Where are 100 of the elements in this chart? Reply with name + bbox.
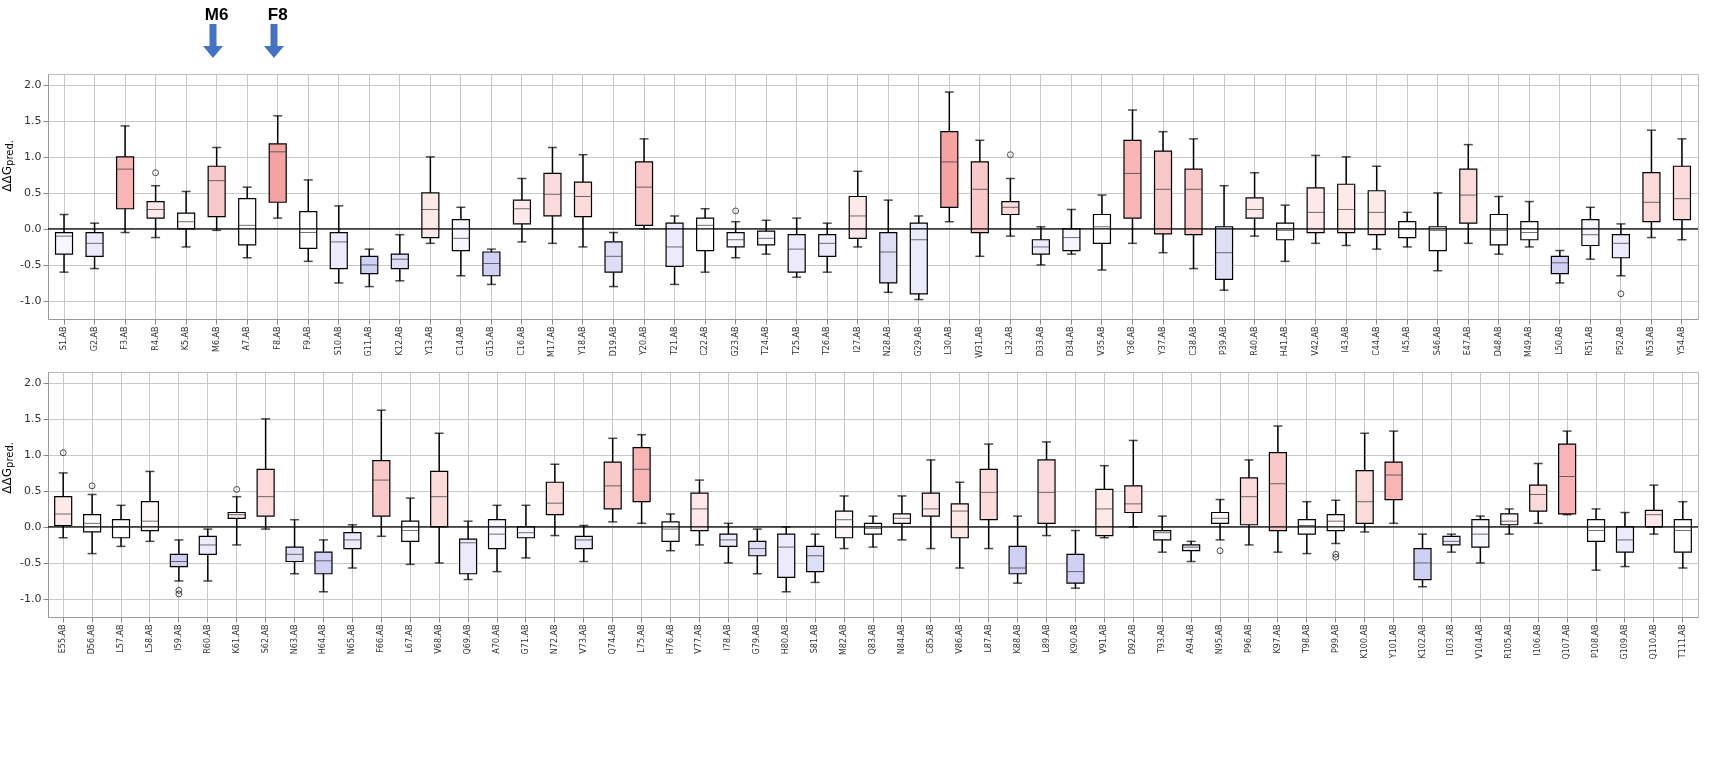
x-tick-label: I45.AB: [1402, 326, 1412, 353]
x-tick-label: D34.AB: [1066, 326, 1076, 357]
y-tick-label: -1.0: [20, 294, 42, 308]
x-tick-label: V104.AB: [1475, 624, 1485, 659]
x-tick-label: F9.AB: [303, 326, 313, 350]
x-tick-label: G2.AB: [89, 326, 99, 352]
x-tick-label: N84.AB: [897, 624, 907, 655]
x-tick-label: H76.AB: [665, 624, 675, 655]
x-tick-label: P99.AB: [1331, 624, 1341, 654]
x-tick-label: V86.AB: [955, 624, 965, 654]
x-tick-label: F8.AB: [273, 326, 283, 350]
y-tick-label: 1.0: [24, 448, 42, 462]
y-tick-label: -0.5: [20, 556, 42, 570]
x-tick-label: G15.AB: [486, 326, 496, 357]
x-tick-label: I78.AB: [723, 624, 733, 651]
text: M6: [205, 5, 229, 24]
x-tick-label: R60.AB: [203, 624, 213, 654]
x-tick-label: K102.AB: [1417, 624, 1427, 659]
x-tick-label: Q107.AB: [1562, 624, 1572, 660]
x-tick-label: N72.AB: [550, 624, 560, 655]
x-tick-label: A70.AB: [492, 624, 502, 654]
x-tick-label: C44.AB: [1372, 326, 1382, 356]
x-tick-label: K61.AB: [232, 624, 242, 654]
y-tick-label: 0.0: [24, 520, 42, 534]
x-tick-label: F3.AB: [120, 326, 130, 350]
x-tick-label: C14.AB: [456, 326, 466, 356]
x-tick-label: K100.AB: [1360, 624, 1370, 659]
x-tick-label: K12.AB: [395, 326, 405, 356]
x-tick-label: N95.AB: [1215, 624, 1225, 655]
y-tick-label: 0.5: [24, 186, 42, 200]
x-tick-label: K88.AB: [1013, 624, 1022, 654]
x-tick-label: Y20.AB: [639, 326, 649, 357]
x-tick-label: Q69.AB: [463, 624, 473, 655]
x-tick-label: L32.AB: [1005, 326, 1015, 355]
x-tick-label: S1.AB: [59, 326, 69, 351]
x-tick-label: P108.AB: [1591, 624, 1601, 659]
x-tick-label: P52.AB: [1616, 326, 1626, 356]
x-tick-label: N65.AB: [347, 624, 357, 655]
x-tick-label: R51.AB: [1585, 326, 1595, 356]
x-tick-label: V68.AB: [434, 624, 444, 654]
x-tick-label: V35.AB: [1097, 326, 1107, 356]
x-tick-label: C16.AB: [517, 326, 527, 356]
x-tick-label: Y37.AB: [1158, 326, 1168, 357]
x-tick-label: R105.AB: [1504, 624, 1514, 659]
x-tick-label: K5.AB: [181, 326, 191, 351]
x-tick-label: N63.AB: [289, 624, 299, 655]
x-tick-label: D48.AB: [1494, 326, 1504, 357]
x-tick-label: V42.AB: [1311, 326, 1321, 356]
x-tick-label: I59.AB: [174, 624, 184, 651]
x-tick-label: T26.AB: [822, 326, 832, 357]
x-tick-label: N28.AB: [883, 326, 893, 357]
x-tick-label: Y101.AB: [1388, 624, 1398, 660]
x-tick-label: H41.AB: [1280, 326, 1290, 357]
y-tick-label: -1.0: [20, 592, 42, 606]
x-tick-label: G79.AB: [752, 624, 762, 655]
x-tick-label: M82.AB: [839, 624, 849, 656]
x-tick-label: P39.AB: [1219, 326, 1229, 356]
x-tick-label: H80.AB: [781, 624, 791, 655]
x-tick-label: Y13.AB: [425, 326, 435, 357]
x-tick-label: D33.AB: [1036, 326, 1046, 357]
x-tick-label: T25.AB: [792, 326, 802, 357]
x-tick-label: T24.AB: [761, 326, 771, 357]
y-tick-label: 1.0: [24, 150, 42, 164]
x-tick-label: D92.AB: [1128, 624, 1138, 655]
x-tick-label: T21.AB: [669, 326, 679, 357]
x-tick-label: S10.AB: [334, 326, 344, 356]
x-tick-label: L58.AB: [145, 624, 155, 653]
x-tick-label: Q83.AB: [868, 624, 878, 655]
x-tick-label: E47.AB: [1463, 326, 1473, 356]
x-tick-label: M49.AB: [1524, 326, 1534, 358]
x-tick-label: I103.AB: [1446, 624, 1456, 656]
y-tick-label: 2.0: [24, 376, 42, 390]
x-tick-label: S46.AB: [1433, 326, 1443, 356]
x-tick-label: L50.AB: [1555, 326, 1565, 355]
x-tick-label: Y36.AB: [1127, 326, 1137, 357]
x-tick-label: G23.AB: [731, 326, 741, 357]
x-tick-label: Y54.AB: [1677, 326, 1687, 357]
text: F8: [268, 5, 289, 24]
x-tick-label: M17.AB: [547, 326, 557, 358]
x-tick-label: N53.AB: [1646, 326, 1656, 357]
x-tick-label: T111.AB: [1678, 624, 1688, 660]
x-tick-label: G11.AB: [364, 326, 374, 357]
x-tick-label: Q110.AB: [1649, 624, 1659, 660]
x-tick-label: K90.AB: [1070, 624, 1080, 654]
x-tick-label: L75.AB: [637, 624, 647, 653]
x-tick-label: L87.AB: [984, 624, 994, 653]
x-tick-label: K97.AB: [1273, 624, 1283, 654]
x-tick-label: I27.AB: [853, 326, 863, 353]
x-tick-label: A94.AB: [1186, 624, 1196, 654]
x-tick-label: Y18.AB: [578, 326, 588, 357]
x-tick-label: P96.AB: [1244, 624, 1254, 654]
x-tick-label: A7.AB: [242, 326, 252, 351]
y-tick-label: 0.5: [24, 484, 42, 498]
x-tick-label: T93.AB: [1157, 624, 1167, 655]
x-tick-label: G71.AB: [521, 624, 531, 655]
x-tick-label: G109.AB: [1620, 624, 1630, 660]
x-tick-label: L57.AB: [116, 624, 126, 653]
x-tick-label: C85.AB: [926, 624, 936, 654]
x-tick-label: I106.AB: [1533, 624, 1543, 656]
x-tick-label: F66.AB: [376, 624, 386, 653]
